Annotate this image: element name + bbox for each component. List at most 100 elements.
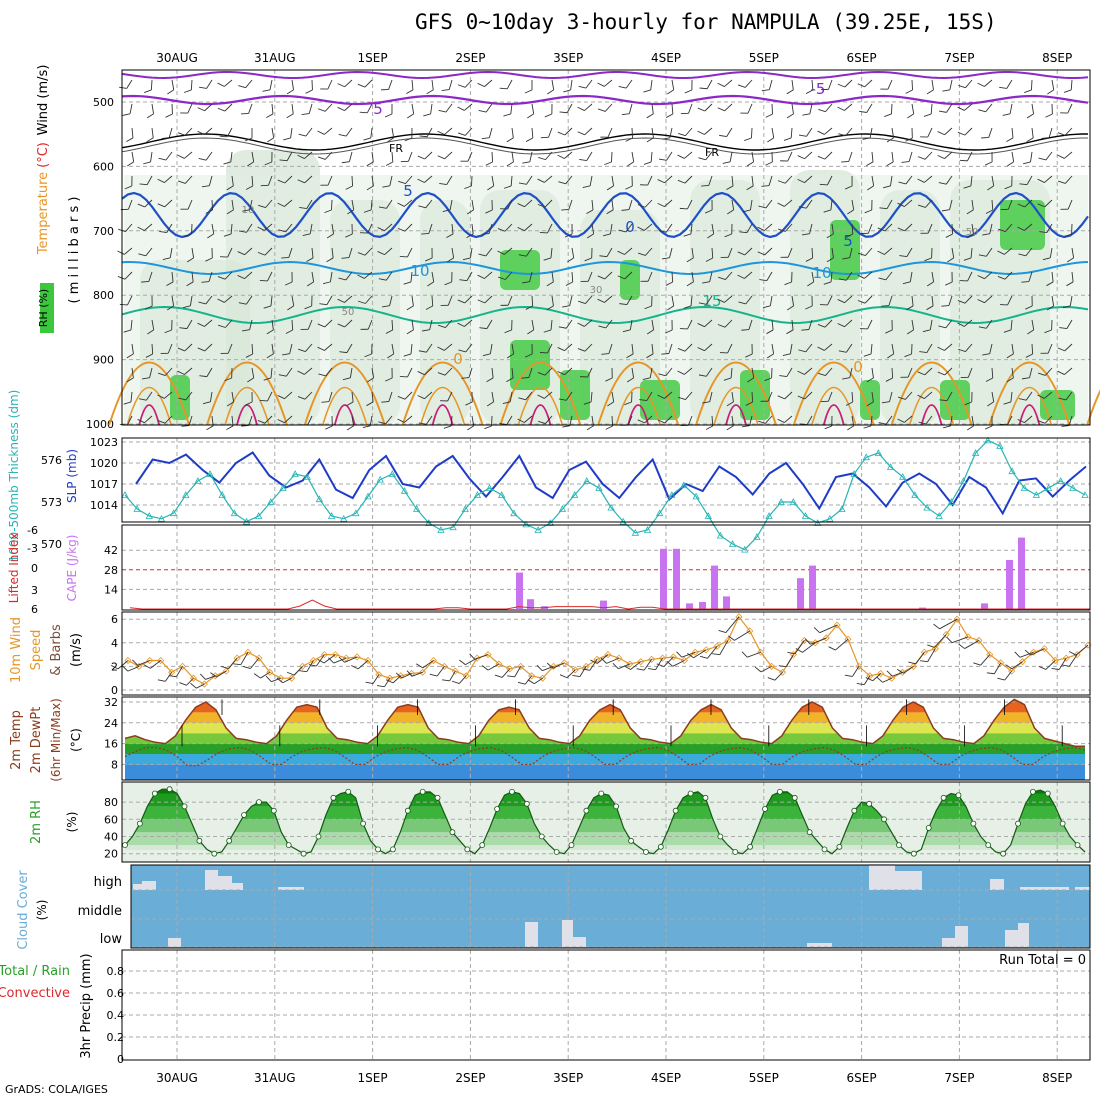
barb-flag <box>838 105 845 112</box>
rh-marker <box>584 808 589 813</box>
barb-staff <box>892 368 893 378</box>
rh-marker <box>420 789 425 794</box>
slp-tick-label: 1014 <box>90 499 118 512</box>
barb-flag <box>814 626 820 634</box>
high-cloud-bar <box>205 870 218 890</box>
barb-flag <box>786 90 793 94</box>
wind-axis-label: Wind (m/s) <box>36 65 51 136</box>
wind-speed-axis-label: Speed <box>29 630 44 671</box>
barb-staff <box>891 104 892 114</box>
barb-staff <box>512 152 513 162</box>
barb-staff <box>324 128 332 134</box>
contour-label: 0 <box>853 358 863 376</box>
barb-staff <box>656 658 663 669</box>
thickness-line <box>125 440 1085 549</box>
barb-flag <box>286 114 293 118</box>
rh-marker <box>480 843 485 848</box>
barb-flag <box>318 155 325 162</box>
upper-wind-barb <box>165 80 174 94</box>
contour-label: 5 <box>403 182 413 200</box>
rh-contour-label: 50 <box>966 227 979 238</box>
upper-wind-barb <box>199 148 212 163</box>
barb-staff <box>605 104 612 111</box>
contour-label: 10 <box>812 264 831 282</box>
barb-staff <box>912 80 913 90</box>
barb-staff <box>844 104 852 110</box>
barb-flag <box>627 162 634 166</box>
barb-staff <box>229 658 237 668</box>
rh-marker <box>852 808 857 813</box>
high-cloud-bar <box>990 879 1004 890</box>
rh-marker <box>733 849 738 854</box>
barb-staff <box>965 640 979 648</box>
date-label-bottom: 5SEP <box>749 1071 779 1085</box>
barb-staff <box>1032 104 1034 114</box>
upper-wind-barb <box>884 104 892 117</box>
barb-staff <box>328 80 332 89</box>
barb-flag <box>978 81 985 88</box>
barb-staff <box>352 176 353 186</box>
wind-speed-line <box>128 617 1088 684</box>
upper-wind-barb <box>525 104 534 118</box>
barb-flag <box>681 111 689 116</box>
barb-flag <box>825 426 832 429</box>
upper-wind-barb <box>358 75 372 89</box>
barb-flag <box>458 83 465 90</box>
upper-wind-barb <box>342 150 352 164</box>
barb-flag <box>238 83 245 90</box>
upper-wind-barb <box>558 123 572 137</box>
contour-label: 0 <box>453 350 463 368</box>
barb-flag <box>266 675 271 683</box>
barb-flag <box>377 683 385 689</box>
upper-wind-barb <box>299 124 312 139</box>
rh-marker <box>658 844 663 849</box>
barb-flag <box>381 87 389 92</box>
rh-unit-axis-label: (%) <box>65 812 79 833</box>
dewpoint-axis-label: 2m DewPt <box>29 707 44 774</box>
barb-flag <box>744 138 751 141</box>
upper-wind-barb <box>865 152 873 166</box>
barb-staff <box>928 128 932 137</box>
rh-marker <box>152 791 157 796</box>
barb-flag <box>560 109 568 115</box>
barb-staff <box>492 152 493 162</box>
barb-flag <box>981 135 989 140</box>
upper-wind-barb <box>978 75 992 89</box>
barb-flag <box>460 158 468 164</box>
barb-staff <box>825 152 832 159</box>
barb-flag <box>547 90 554 94</box>
upper-wind-barb <box>678 147 692 161</box>
barb-flag <box>486 162 493 165</box>
barb-staff <box>807 128 812 136</box>
barb-staff <box>632 128 633 138</box>
barb-staff <box>1012 128 1013 138</box>
barb-flag <box>1024 90 1031 93</box>
barb-staff <box>811 638 827 644</box>
barb-flag <box>165 114 172 117</box>
rh-marker <box>1075 843 1080 848</box>
barb-staff <box>1007 80 1012 88</box>
precip-tick-label: 0.8 <box>107 965 125 978</box>
precip-tick-label: 0.4 <box>107 1009 125 1022</box>
low-cloud-bar <box>1018 923 1029 947</box>
barb-flag <box>218 106 225 113</box>
barb-staff <box>206 152 212 160</box>
barb-flag <box>522 160 529 164</box>
slp-tick-label: 1023 <box>90 436 118 449</box>
barb-staff <box>325 104 332 111</box>
barb-staff <box>931 104 932 114</box>
upper-wind-barb <box>144 80 152 93</box>
barb-staff <box>686 128 692 136</box>
barb-flag <box>606 426 613 429</box>
barb-staff <box>828 80 832 89</box>
barb-flag <box>767 138 774 142</box>
date-label-top: 4SEP <box>651 51 681 65</box>
upper-wind-barb <box>643 79 652 93</box>
thickness-tick-label: 573 <box>41 496 62 509</box>
temp-tick-label: 32 <box>104 696 118 709</box>
rh-marker <box>986 843 991 848</box>
barb-flag <box>768 675 775 682</box>
thickness-tick-label: 570 <box>41 538 62 551</box>
rh-marker <box>509 789 514 794</box>
